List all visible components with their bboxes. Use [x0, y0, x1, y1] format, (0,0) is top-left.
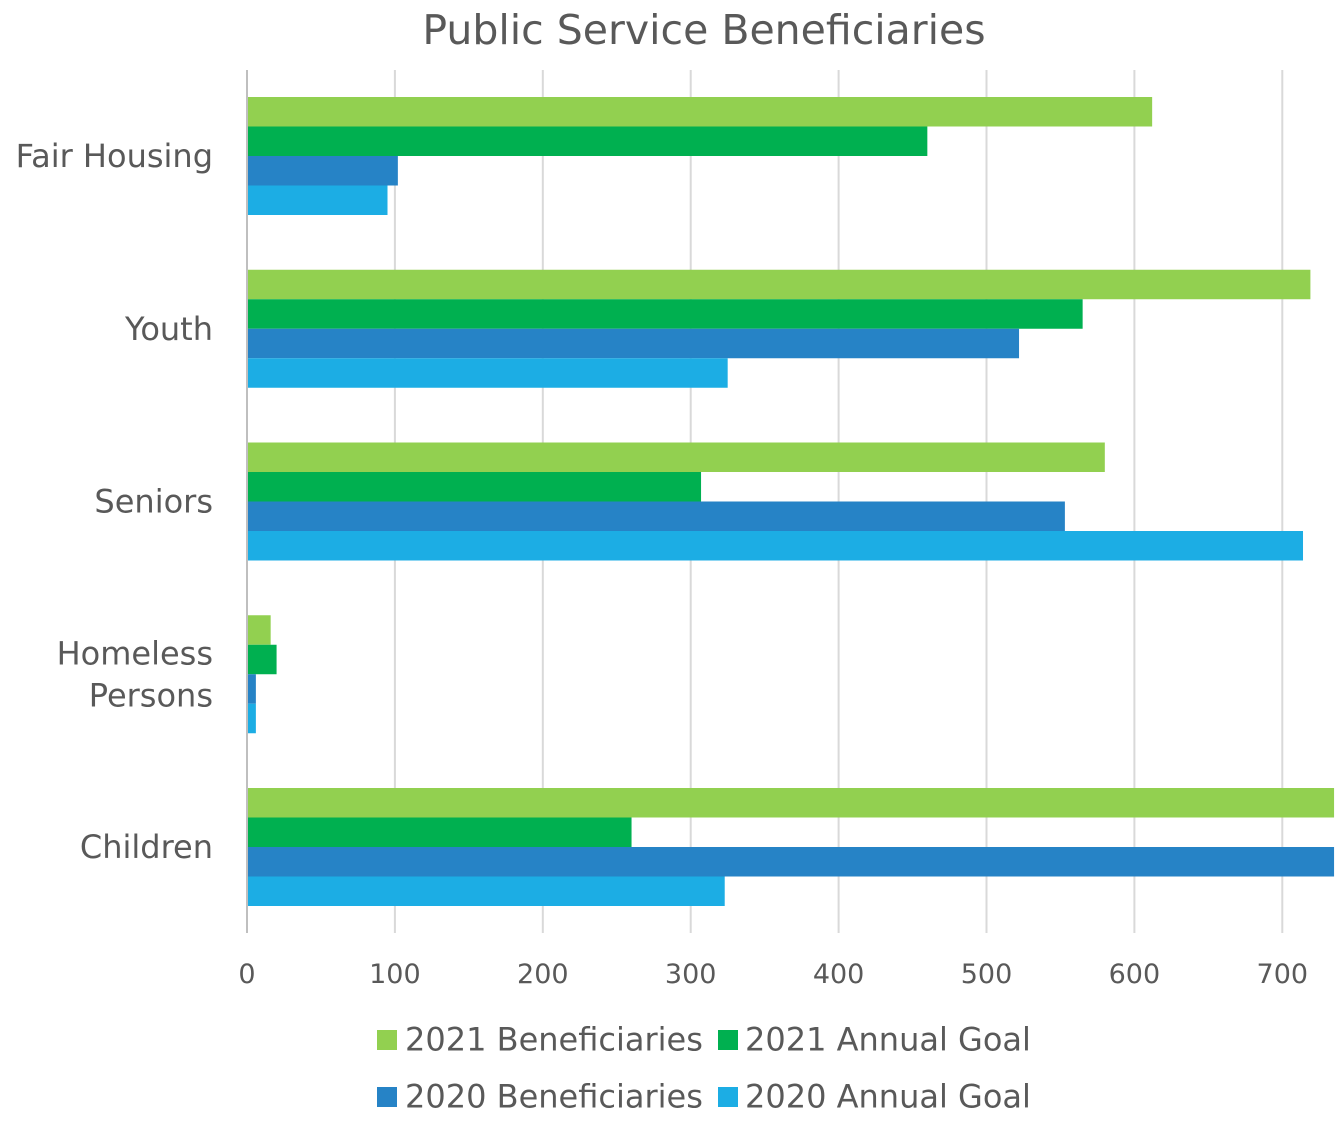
bar: [247, 674, 256, 704]
category-label: Children: [80, 828, 213, 866]
axes: 0 100 200 300 400 500 600 700 Fair Housing Youth S…: [16, 70, 1308, 990]
bar: [247, 615, 271, 645]
bar: [247, 788, 1335, 818]
bar: [247, 269, 1311, 300]
category-label: Youth: [124, 310, 213, 348]
x-tick-label: 200: [517, 959, 569, 990]
bar: [247, 703, 256, 734]
legend: 2021 Beneficiaries 2021 Annual Goal 2020 B…: [377, 1021, 1031, 1116]
category-label: Homeless: [57, 634, 213, 672]
x-tick-label: 600: [1109, 959, 1161, 990]
bars: [247, 97, 1335, 906]
bar: [247, 817, 632, 847]
bar: [247, 97, 1153, 127]
bar: [247, 644, 277, 675]
category-label: Persons: [89, 676, 213, 714]
chart-title: Public Service Beneficiaries: [422, 6, 985, 54]
x-tick-label: 500: [961, 959, 1013, 990]
bar: [247, 472, 702, 502]
legend-swatch: [718, 1087, 738, 1107]
bar: [247, 126, 928, 156]
x-tick-label: 300: [665, 959, 717, 990]
bar: [247, 501, 1065, 531]
bar: [247, 358, 728, 388]
category-label: Fair Housing: [16, 137, 213, 175]
bar: [247, 531, 1304, 561]
x-tick-label: 100: [369, 959, 421, 990]
legend-swatch: [377, 1030, 397, 1050]
legend-label: 2020 Annual Goal: [745, 1078, 1031, 1116]
x-tick-label: 400: [813, 959, 865, 990]
bar: [247, 299, 1083, 329]
legend-label: 2021 Annual Goal: [745, 1021, 1031, 1059]
legend-label: 2020 Beneficiaries: [405, 1078, 703, 1116]
bar: [247, 442, 1105, 472]
bar: [247, 156, 398, 186]
bar: [247, 847, 1335, 877]
category-label: Seniors: [94, 483, 213, 521]
x-tick-label: 700: [1257, 959, 1309, 990]
bar: [247, 876, 725, 906]
bar: [247, 328, 1020, 359]
legend-swatch: [377, 1087, 397, 1107]
x-tick-label: 0: [238, 959, 255, 990]
bar: [247, 185, 388, 215]
legend-swatch: [718, 1030, 738, 1050]
legend-label: 2021 Beneficiaries: [405, 1021, 703, 1059]
